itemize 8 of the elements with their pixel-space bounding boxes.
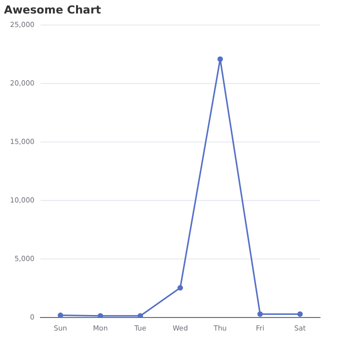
point	[98, 313, 104, 318]
point	[217, 56, 223, 62]
point	[138, 313, 144, 318]
point	[257, 311, 263, 317]
point	[297, 311, 303, 317]
point	[177, 285, 183, 291]
chart-title: Awesome Chart	[4, 3, 102, 16]
point	[58, 312, 64, 318]
